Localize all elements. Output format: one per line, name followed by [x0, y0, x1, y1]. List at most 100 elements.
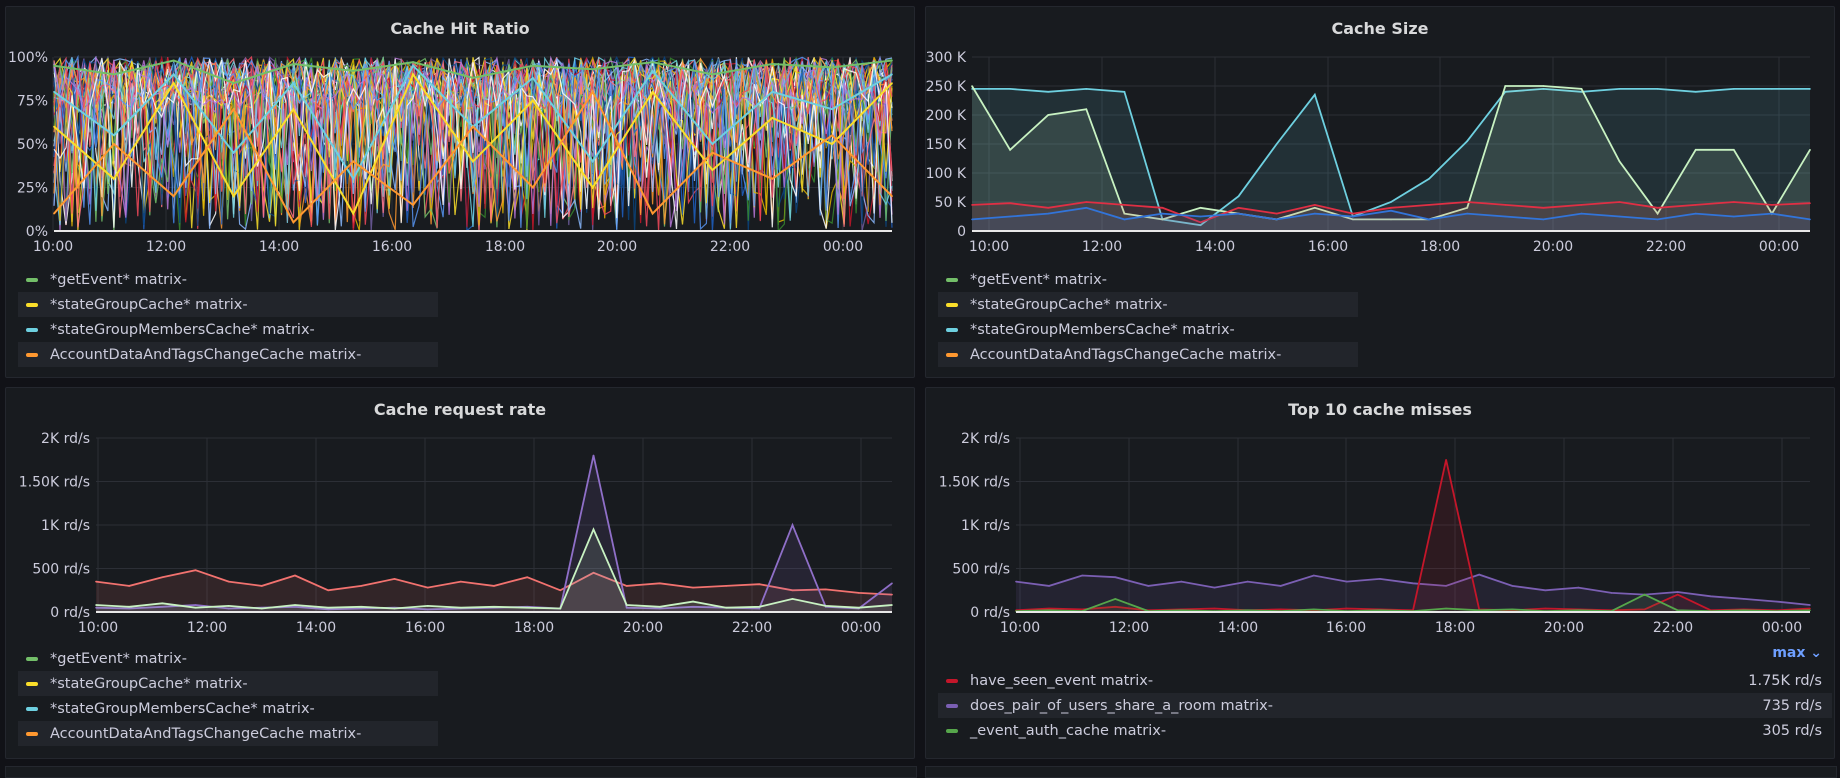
data-point [95, 606, 97, 609]
data-point [1313, 608, 1315, 611]
legend-label: AccountDataAndTagsChangeCache matrix- [50, 725, 362, 742]
data-point [711, 143, 714, 145]
data-point [1771, 88, 1773, 90]
x-tick-label: 16:00 [1308, 239, 1348, 255]
panel-title[interactable]: Cache Size [1331, 19, 1429, 38]
legend-label: AccountDataAndTagsChangeCache matrix- [970, 346, 1282, 363]
data-point [971, 88, 973, 90]
chart-cache-size[interactable]: 0 50 K 100 K 150 K 200 K 250 K 300 K 10:00 12:00… [926, 7, 1835, 257]
legend-item[interactable]: *stateGroupMembersCache* matrix- [938, 317, 1358, 342]
data-point [1445, 607, 1447, 610]
data-point [1123, 218, 1126, 221]
data-point [1618, 201, 1621, 203]
data-point [227, 607, 230, 610]
data-point [1656, 207, 1659, 209]
legend-item[interactable]: *stateGroupMembersCache* matrix- [18, 317, 438, 342]
data-point [891, 82, 893, 84]
y-tick-label: 300 K [926, 50, 967, 66]
data-point [591, 91, 594, 93]
x-tick-label: 16:00 [405, 620, 445, 636]
data-point [1085, 207, 1088, 209]
data-point [1445, 585, 1447, 587]
data-point [352, 70, 355, 72]
chart-top-cache-misses[interactable]: 0 rd/s 500 rd/s 1K rd/s 1.50K rd/s 2K rd/s 10… [926, 388, 1835, 638]
y-tick-label: 50 K [935, 195, 967, 211]
data-point [1618, 215, 1621, 218]
legend-item[interactable]: AccountDataAndTagsChangeCache matrix- [18, 721, 438, 746]
data-point [591, 186, 594, 189]
x-tick-label: 00:00 [1762, 620, 1802, 636]
data-point [1542, 218, 1545, 221]
data-point [1180, 580, 1183, 583]
data-point [1085, 88, 1088, 90]
data-point [1009, 215, 1011, 218]
legend-item[interactable]: *stateGroupMembersCache* matrix- [18, 696, 438, 721]
legend-swatch [946, 327, 958, 332]
y-tick-label: 500 rd/s [32, 562, 90, 578]
data-point [1123, 212, 1126, 215]
data-point [1275, 212, 1278, 215]
x-tick-label: 22:00 [710, 239, 750, 255]
data-point [971, 218, 973, 221]
data-point [1213, 607, 1216, 610]
legend: *getEvent* matrix- *stateGroupCache* matr… [18, 646, 438, 746]
data-point [360, 585, 363, 587]
data-point [493, 585, 495, 587]
legend-item[interactable]: *getEvent* matrix- [938, 267, 1358, 292]
data-point [1542, 88, 1545, 90]
data-point [1275, 143, 1278, 145]
x-tick-label: 12:00 [1082, 239, 1122, 255]
data-point [1009, 149, 1011, 151]
panel-title[interactable]: Top 10 cache misses [1288, 400, 1472, 419]
data-point [460, 580, 462, 583]
legend-label: *stateGroupMembersCache* matrix- [50, 700, 315, 717]
data-point [771, 178, 774, 180]
legend-swatch [26, 302, 38, 307]
panel-top-cache-misses: Top 10 cache misses 0 rd/s 500 rd/s 1K rd/… [925, 387, 1835, 759]
data-point [1771, 212, 1773, 215]
data-point [1504, 215, 1507, 218]
legend-sort-max[interactable]: max ⌄ [1772, 645, 1822, 661]
data-point [831, 108, 833, 110]
x-tick-label: 00:00 [823, 239, 863, 255]
legend-item[interactable]: AccountDataAndTagsChangeCache matrix- [938, 342, 1358, 367]
data-point [1048, 585, 1050, 587]
legend-item[interactable]: have_seen_event matrix- 1.75K rd/s [938, 668, 1832, 693]
chart-cache-hit-ratio[interactable]: 0% 25% 50% 75% 100% 10:00 12:00 14:00 16:00 18:00… [6, 7, 915, 257]
y-tick-label: 75% [17, 94, 48, 110]
data-point [1390, 201, 1392, 203]
legend-item[interactable]: *stateGroupCache* matrix- [18, 671, 438, 696]
panel-title[interactable]: Cache request rate [373, 400, 547, 419]
data-point [1466, 140, 1468, 142]
data-point [1390, 207, 1392, 209]
legend-item[interactable]: *stateGroupCache* matrix- [18, 292, 438, 317]
legend-item[interactable]: *getEvent* matrix- [18, 267, 438, 292]
data-point [1314, 93, 1316, 96]
data-point [172, 195, 175, 197]
series-line [53, 56, 893, 230]
y-tick-label: 100 K [926, 166, 967, 182]
data-point [831, 143, 833, 145]
data-point [1313, 574, 1315, 577]
panel-title[interactable]: Cache Hit Ratio [390, 19, 530, 38]
data-point [113, 178, 115, 180]
legend-item[interactable]: does_pair_of_users_share_a_room matrix- 7… [938, 693, 1832, 718]
legend-swatch [26, 681, 38, 686]
legend-swatch [26, 656, 38, 661]
data-point [1352, 215, 1354, 218]
data-point [128, 607, 130, 610]
series-line [53, 56, 893, 231]
data-point [1544, 607, 1547, 610]
data-point [651, 70, 654, 72]
legend-item[interactable]: AccountDataAndTagsChangeCache matrix- [18, 342, 438, 367]
legend-item[interactable]: *stateGroupCache* matrix- [938, 292, 1358, 317]
data-point [1390, 209, 1392, 212]
legend-item[interactable]: _event_auth_cache matrix- 305 rd/s [938, 718, 1832, 743]
data-point [95, 604, 97, 606]
data-point [1544, 589, 1547, 592]
legend-item[interactable]: *getEvent* matrix- [18, 646, 438, 671]
legend-label: does_pair_of_users_share_a_room matrix- [970, 697, 1273, 714]
chart-cache-request-rate[interactable]: 0 rd/s 500 rd/s 1K rd/s 1.50K rd/s 2K rd/s 10… [6, 388, 915, 638]
data-point [592, 572, 595, 574]
data-point [1618, 88, 1621, 90]
